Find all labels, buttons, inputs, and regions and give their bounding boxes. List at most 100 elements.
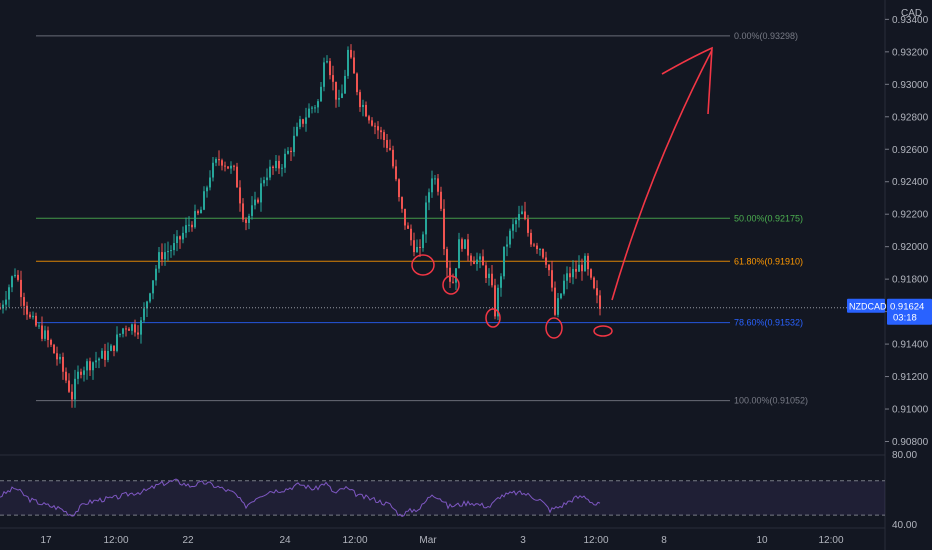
candle-body — [29, 314, 31, 318]
candle-body — [209, 177, 211, 188]
candle-body — [551, 270, 553, 288]
candle-body — [233, 165, 235, 167]
fib-level-label: 61.80%(0.91910) — [734, 256, 803, 266]
candle-body — [53, 344, 55, 354]
candle-body — [377, 126, 379, 131]
candle-body — [11, 276, 13, 288]
candle-body — [17, 274, 19, 280]
candle-body — [119, 333, 121, 335]
candle-body — [56, 353, 58, 360]
annotation-arrow-shaft — [611, 49, 713, 301]
y-tick-label: 0.93000 — [892, 80, 929, 91]
candle-body — [494, 285, 496, 317]
candle-body — [350, 49, 352, 58]
y-tick-label: 0.92600 — [892, 145, 929, 156]
y-tick-label: 0.93200 — [892, 47, 929, 58]
candle-body — [212, 162, 214, 178]
candle-body — [260, 183, 262, 203]
candle-body — [35, 315, 37, 326]
price-axis[interactable]: 0.93400 0.93200 0.93000 0.92800 0.92600 0.924… — [885, 8, 929, 448]
candle-body — [521, 211, 523, 215]
candle-body — [443, 208, 445, 250]
candle-body — [83, 370, 85, 375]
candle-body — [5, 299, 7, 305]
candle-body — [485, 265, 487, 279]
candle-body — [167, 251, 169, 253]
candle-body — [515, 220, 517, 225]
currency-label: CAD — [901, 8, 922, 19]
candle-body — [173, 243, 175, 251]
candle-body — [569, 273, 571, 278]
candle-body — [368, 116, 370, 121]
candle-body — [545, 257, 547, 265]
candle-body — [527, 219, 529, 233]
candle-body — [191, 224, 193, 228]
candle-body — [146, 301, 148, 309]
candle-body — [68, 380, 70, 392]
candle-body — [437, 178, 439, 192]
candle-body — [113, 345, 115, 351]
candle-body — [455, 268, 457, 283]
candle-body — [245, 219, 247, 223]
fib-level-label: 50.00%(0.92175) — [734, 213, 803, 223]
candlestick-series — [0, 44, 885, 408]
rsi-label-lower: 40.00 — [892, 520, 917, 531]
rsi-band — [0, 480, 885, 516]
candle-body — [410, 228, 412, 241]
candle-body — [50, 339, 52, 345]
annotation-circle — [485, 308, 501, 328]
grid — [0, 0, 886, 550]
countdown-value: 03:18 — [893, 313, 917, 324]
annotation-circle — [442, 275, 460, 295]
candle-body — [416, 246, 418, 253]
candle-body — [179, 236, 181, 240]
x-tick-label: 22 — [182, 535, 194, 546]
candle-body — [536, 245, 538, 250]
candle-body — [428, 192, 430, 203]
candle-body — [446, 249, 448, 268]
candle-body — [341, 93, 343, 98]
annotation-arrow-head — [661, 46, 713, 115]
candle-body — [89, 361, 91, 371]
candle-body — [143, 308, 145, 321]
candle-body — [200, 209, 202, 214]
candle-body — [518, 214, 520, 221]
candle-body — [227, 166, 229, 169]
candle-body — [197, 211, 199, 214]
candle-body — [62, 356, 64, 372]
y-tick-label: 0.91000 — [892, 405, 929, 416]
y-tick-label: 0.92400 — [892, 177, 929, 188]
y-tick-label: 0.91400 — [892, 340, 929, 351]
candle-body — [407, 225, 409, 229]
candle-body — [530, 232, 532, 245]
fibonacci-retracement[interactable]: 0.00%(0.93298) 50.00%(0.92175) 61.80%(0.91… — [36, 31, 808, 406]
candle-body — [284, 153, 286, 168]
candle-body — [326, 61, 328, 63]
candle-body — [389, 147, 391, 150]
candle-body — [353, 57, 355, 74]
candle-body — [164, 252, 166, 260]
y-tick-label: 0.93400 — [892, 15, 929, 26]
candle-body — [452, 281, 454, 283]
candle-body — [320, 86, 322, 102]
x-tick-label: 24 — [279, 535, 291, 546]
candle-body — [392, 149, 394, 167]
candle-body — [299, 119, 301, 127]
candle-body — [335, 81, 337, 100]
x-tick-label: 8 — [661, 535, 667, 546]
candle-body — [254, 199, 256, 206]
candle-body — [557, 298, 559, 315]
candle-body — [110, 345, 112, 351]
candle-body — [581, 264, 583, 272]
candle-body — [404, 208, 406, 226]
fib-level-label: 78.60%(0.91532) — [734, 318, 803, 328]
hand-drawn-annotations[interactable] — [411, 46, 713, 339]
candle-body — [419, 246, 421, 248]
x-tick-label: 17 — [40, 535, 52, 546]
candle-body — [539, 249, 541, 251]
y-tick-label: 0.92200 — [892, 210, 929, 221]
candle-body — [263, 180, 265, 184]
time-axis[interactable]: 17 12:00 22 24 12:00 Mar 3 12:00 8 10 12:00 — [40, 535, 844, 546]
candle-body — [575, 268, 577, 272]
